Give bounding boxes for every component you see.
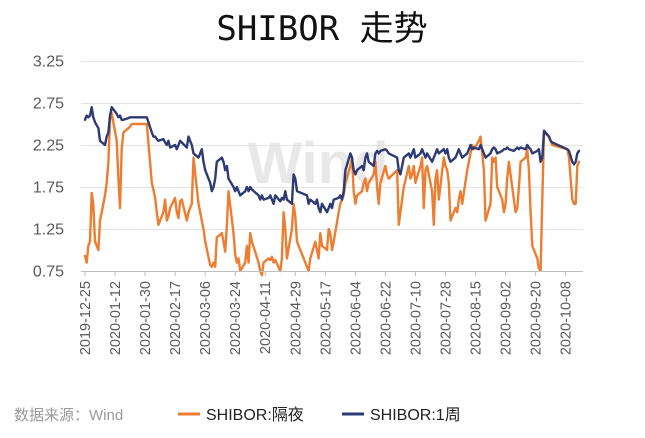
y-axis-ticks: 3.25 2.75 2.25 1.75 1.25 0.75 (33, 54, 64, 281)
x-tick-label: 2020-04-11 (258, 281, 274, 354)
x-tick-label: 2020-06-22 (378, 281, 394, 355)
y-tick-label: 2.25 (33, 138, 64, 155)
x-tick-label: 2020-01-30 (138, 281, 154, 355)
y-tick-label: 1.75 (33, 180, 64, 197)
x-tick-label: 2020-07-10 (408, 281, 424, 355)
series-lines (83, 105, 581, 277)
x-tick-label: 2020-07-28 (438, 281, 454, 355)
x-tick-label: 2020-03-24 (228, 281, 244, 355)
series-line-1week (83, 105, 581, 214)
gridlines (81, 61, 583, 230)
x-axis-ticks: 2019-12-25 2020-01-12 2020-01-30 2020-02-17… (78, 271, 575, 355)
x-tick-label: 2020-10-08 (559, 281, 575, 355)
y-tick-label: 3.25 (33, 54, 64, 71)
x-tick-label: 2020-05-17 (318, 281, 334, 355)
x-tick-label: 2020-03-06 (198, 281, 214, 355)
chart-title: SHIBOR 走势 (216, 9, 427, 49)
x-tick-label: 2020-09-20 (529, 281, 545, 355)
x-tick-label: 2020-01-12 (108, 281, 124, 355)
x-tick-label: 2020-02-17 (168, 281, 184, 355)
y-tick-label: 0.75 (33, 264, 64, 281)
source-note: 数据来源：Wind (14, 407, 123, 424)
legend: SHIBOR:隔夜 SHIBOR:1周 (178, 406, 461, 424)
legend-label-overnight: SHIBOR:隔夜 (206, 406, 304, 424)
legend-label-1week: SHIBOR:1周 (370, 407, 461, 424)
x-tick-label: 2020-06-04 (348, 281, 364, 355)
y-tick-label: 2.75 (33, 96, 64, 113)
x-tick-label: 2019-12-25 (78, 281, 94, 355)
x-tick-label: 2020-09-02 (499, 281, 515, 355)
x-tick-label: 2020-04-29 (288, 281, 304, 355)
y-tick-label: 1.25 (33, 222, 64, 239)
series-line-overnight (83, 111, 581, 277)
x-tick-label: 2020-08-15 (469, 281, 485, 355)
